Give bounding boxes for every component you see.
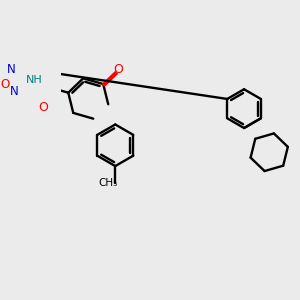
Text: NH: NH [26,75,43,85]
Text: O: O [114,63,124,76]
Text: N: N [10,85,19,98]
Text: N: N [7,62,16,76]
Text: CH₃: CH₃ [98,178,118,188]
Text: O: O [1,78,10,91]
Text: O: O [38,100,48,114]
